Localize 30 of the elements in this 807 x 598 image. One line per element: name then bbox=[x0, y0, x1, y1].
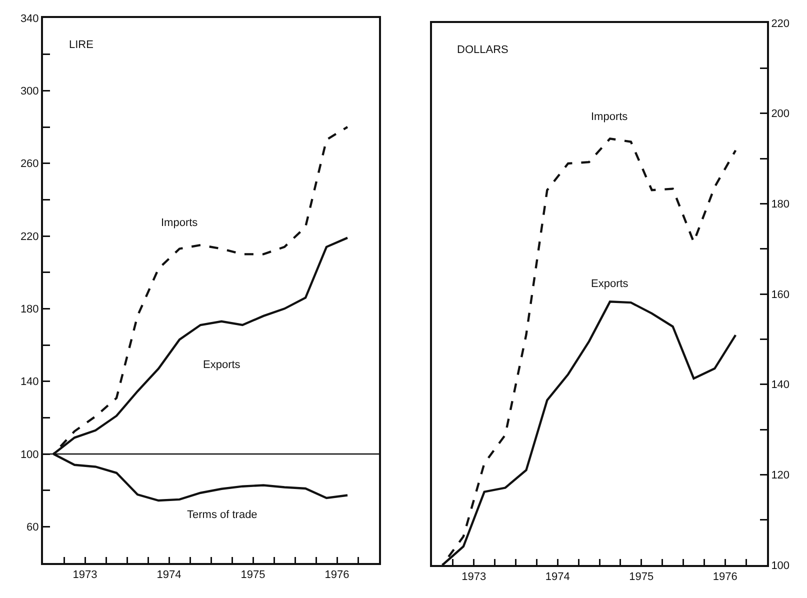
text: Exports bbox=[203, 359, 241, 371]
x-tick-label: 1976 bbox=[712, 571, 738, 584]
x-tick-label: 1976 bbox=[324, 569, 350, 582]
y-tick-label: 180 bbox=[771, 198, 790, 211]
series-label: Imports bbox=[591, 111, 628, 123]
y-tick-label: 220 bbox=[20, 230, 39, 243]
y-tick-label: 140 bbox=[771, 379, 790, 392]
x-tick-label: 1975 bbox=[629, 571, 654, 584]
y-tick-label: 200 bbox=[771, 108, 790, 120]
x-tick-label: 1973 bbox=[462, 571, 486, 584]
y-tick-label: 100 bbox=[771, 560, 790, 572]
y-tick-label: 300 bbox=[20, 86, 39, 98]
y-tick-label: 260 bbox=[20, 158, 39, 170]
series-label: Exports bbox=[591, 278, 629, 290]
y-tick-label: 140 bbox=[20, 376, 39, 388]
y-tick-label: 60 bbox=[26, 522, 39, 534]
text: LIRE bbox=[69, 39, 94, 51]
x-tick-label: 1975 bbox=[240, 569, 266, 582]
series-label: Terms of trade bbox=[187, 509, 258, 521]
x-tick-label: 1974 bbox=[156, 569, 182, 582]
series-label: Imports bbox=[161, 217, 198, 229]
y-tick-label: 220 bbox=[771, 18, 790, 30]
y-tick-label: 340 bbox=[20, 12, 39, 25]
x-tick-label: 1973 bbox=[72, 569, 98, 582]
text: DOLLARS bbox=[457, 44, 508, 56]
y-tick-label: 100 bbox=[20, 448, 39, 461]
y-tick-label: 180 bbox=[20, 304, 39, 316]
y-tick-label: 120 bbox=[771, 470, 790, 482]
y-tick-label: 160 bbox=[771, 288, 790, 301]
x-tick-label: 1974 bbox=[545, 571, 570, 584]
